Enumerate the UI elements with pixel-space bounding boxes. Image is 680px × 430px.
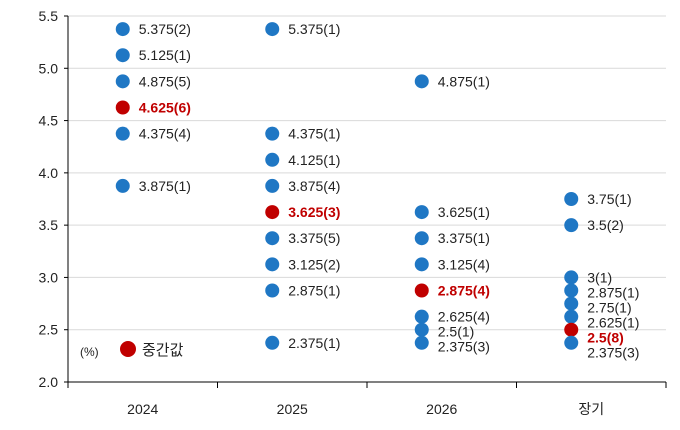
legend-median-label: 중간값 (142, 341, 184, 359)
x-tick-label: 2025 (277, 401, 308, 417)
data-labels: 5.375(2) 5.125(1) 4.875(5) 4.625(6) 4.375(4)… (139, 21, 640, 360)
data-point (564, 309, 579, 324)
data-point (414, 74, 429, 89)
data-label: 4.125(1) (288, 152, 340, 168)
data-label: 3.625(1) (438, 204, 490, 220)
data-label: 3.125(2) (288, 256, 340, 272)
data-label: 2.625(4) (438, 309, 490, 325)
data-point (265, 335, 280, 350)
data-point (414, 205, 429, 220)
median-data-label: 3.625(3) (288, 204, 340, 220)
data-point (564, 270, 579, 285)
data-label: 4.875(1) (438, 73, 490, 89)
data-label: 4.375(4) (139, 126, 191, 142)
y-tick-label: 4.0 (39, 165, 59, 181)
data-label: 5.125(1) (139, 47, 191, 63)
data-point (115, 178, 130, 193)
y-tick-labels: 2.0 2.5 3.0 3.5 4.0 4.5 5.0 5.5 (39, 8, 59, 390)
data-label: 3.875(1) (139, 178, 191, 194)
data-point (564, 283, 579, 298)
x-tick-label: 2024 (127, 401, 158, 417)
y-tick-label: 5.5 (39, 8, 59, 24)
median-data-label: 4.625(6) (139, 100, 191, 116)
data-label: 5.375(1) (288, 21, 340, 37)
data-point (115, 74, 130, 89)
median-data-label: 2.5(8) (587, 329, 624, 345)
data-label: 2.375(3) (438, 339, 490, 355)
x-tick-label: 2026 (426, 401, 457, 417)
data-label: 2.875(1) (288, 283, 340, 299)
data-point (414, 231, 429, 246)
data-point (265, 126, 280, 141)
median-point (564, 322, 579, 337)
data-point (414, 257, 429, 272)
data-label: 2.5(1) (438, 324, 475, 340)
data-label: 2.375(1) (288, 335, 340, 351)
median-point (115, 100, 130, 115)
data-point (414, 335, 429, 350)
data-point (414, 309, 429, 324)
data-label: 3.875(4) (288, 178, 340, 194)
data-point (115, 48, 130, 63)
data-label: 4.875(5) (139, 73, 191, 89)
data-point (265, 257, 280, 272)
y-tick-label: 2.0 (39, 374, 59, 390)
data-label: 5.375(2) (139, 21, 191, 37)
legend-median-marker (120, 341, 136, 357)
legend: (%) 중간값 (80, 341, 184, 359)
data-label: 2.625(1) (587, 314, 639, 330)
data-point (115, 22, 130, 37)
data-point (564, 218, 579, 233)
data-point (115, 126, 130, 141)
data-label: 3.5(2) (587, 217, 624, 233)
data-point (564, 192, 579, 206)
data-point (414, 322, 429, 337)
data-points (115, 22, 579, 350)
median-point (265, 205, 280, 220)
y-tick-label: 5.0 (39, 60, 59, 76)
data-label: 3.125(4) (438, 256, 490, 272)
data-point (265, 152, 280, 167)
median-point (414, 283, 429, 298)
x-tick-label: 장기 (578, 401, 604, 417)
data-point (265, 22, 280, 37)
axes (64, 15, 667, 388)
data-label: 3.375(5) (288, 230, 340, 246)
unit-label: (%) (80, 345, 99, 359)
data-point (564, 296, 579, 311)
data-label: 2.875(1) (587, 284, 639, 300)
data-label: 4.375(1) (288, 126, 340, 142)
y-tick-label: 2.5 (39, 322, 59, 338)
y-tick-label: 4.5 (39, 113, 59, 129)
data-label: 3(1) (587, 269, 612, 285)
data-point (265, 231, 280, 246)
gridlines (68, 15, 666, 331)
data-point (265, 283, 280, 298)
data-label: 2.375(3) (587, 344, 639, 360)
data-point (564, 335, 579, 350)
x-tick-labels: 2024 2025 2026 장기 (127, 401, 604, 417)
median-data-label: 2.875(4) (438, 283, 490, 299)
data-point (265, 178, 280, 193)
data-label: 3.75(1) (587, 191, 631, 207)
y-tick-label: 3.5 (39, 217, 59, 233)
data-label: 2.75(1) (587, 299, 631, 315)
data-label: 3.375(1) (438, 230, 490, 246)
y-tick-label: 3.0 (39, 269, 59, 285)
